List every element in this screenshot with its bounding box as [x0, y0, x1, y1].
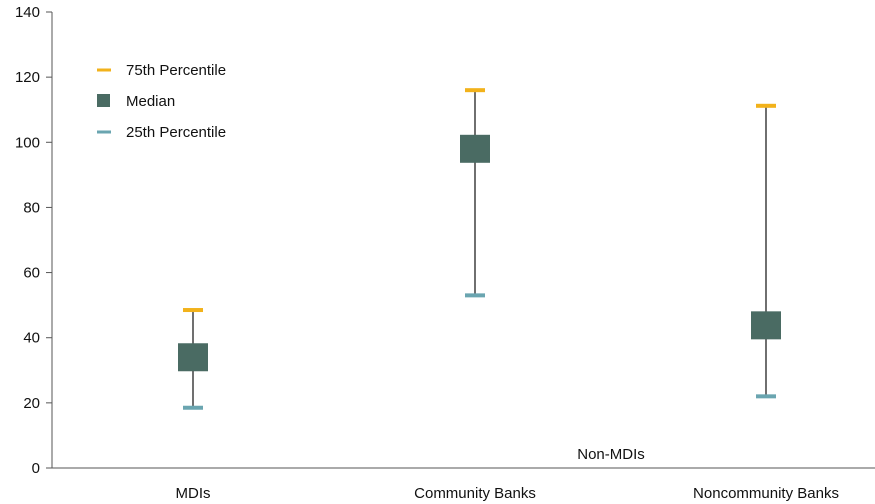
legend-swatch-dash	[97, 68, 111, 72]
legend-label: 75th Percentile	[126, 62, 226, 79]
median-marker	[178, 343, 208, 372]
annotation-non-mdis: Non-MDIs	[577, 446, 645, 463]
legend-swatch-median	[97, 94, 110, 107]
x-category-label: MDIs	[176, 485, 211, 502]
y-tick-label: 20	[23, 395, 40, 412]
y-tick-label: 60	[23, 265, 40, 282]
y-tick-label: 120	[15, 69, 40, 86]
p75-marker	[183, 308, 203, 313]
p75-marker	[465, 88, 485, 93]
p25-marker	[183, 405, 203, 410]
y-tick-label: 140	[15, 4, 40, 21]
p75-marker	[756, 103, 776, 108]
median-marker	[751, 311, 781, 340]
y-tick-label: 0	[32, 460, 40, 477]
x-category-label: Community Banks	[414, 485, 536, 502]
p25-marker	[465, 293, 485, 298]
median-marker	[460, 134, 490, 163]
x-category-label: Noncommunity Banks	[693, 485, 839, 502]
chart-marks	[178, 88, 781, 410]
legend-label: 25th Percentile	[126, 124, 226, 141]
legend-label: Median	[126, 93, 175, 110]
legend-swatch-dash	[97, 130, 111, 134]
axes: 0 20 40 60 80 100 120 140 MDIs Community Banks Non…	[15, 4, 875, 502]
y-tick-label: 80	[23, 199, 40, 216]
p25-marker	[756, 394, 776, 399]
y-tick-label: 40	[23, 330, 40, 347]
y-tick-label: 100	[15, 134, 40, 151]
legend: 75th Percentile Median 25th Percentile	[97, 62, 226, 141]
